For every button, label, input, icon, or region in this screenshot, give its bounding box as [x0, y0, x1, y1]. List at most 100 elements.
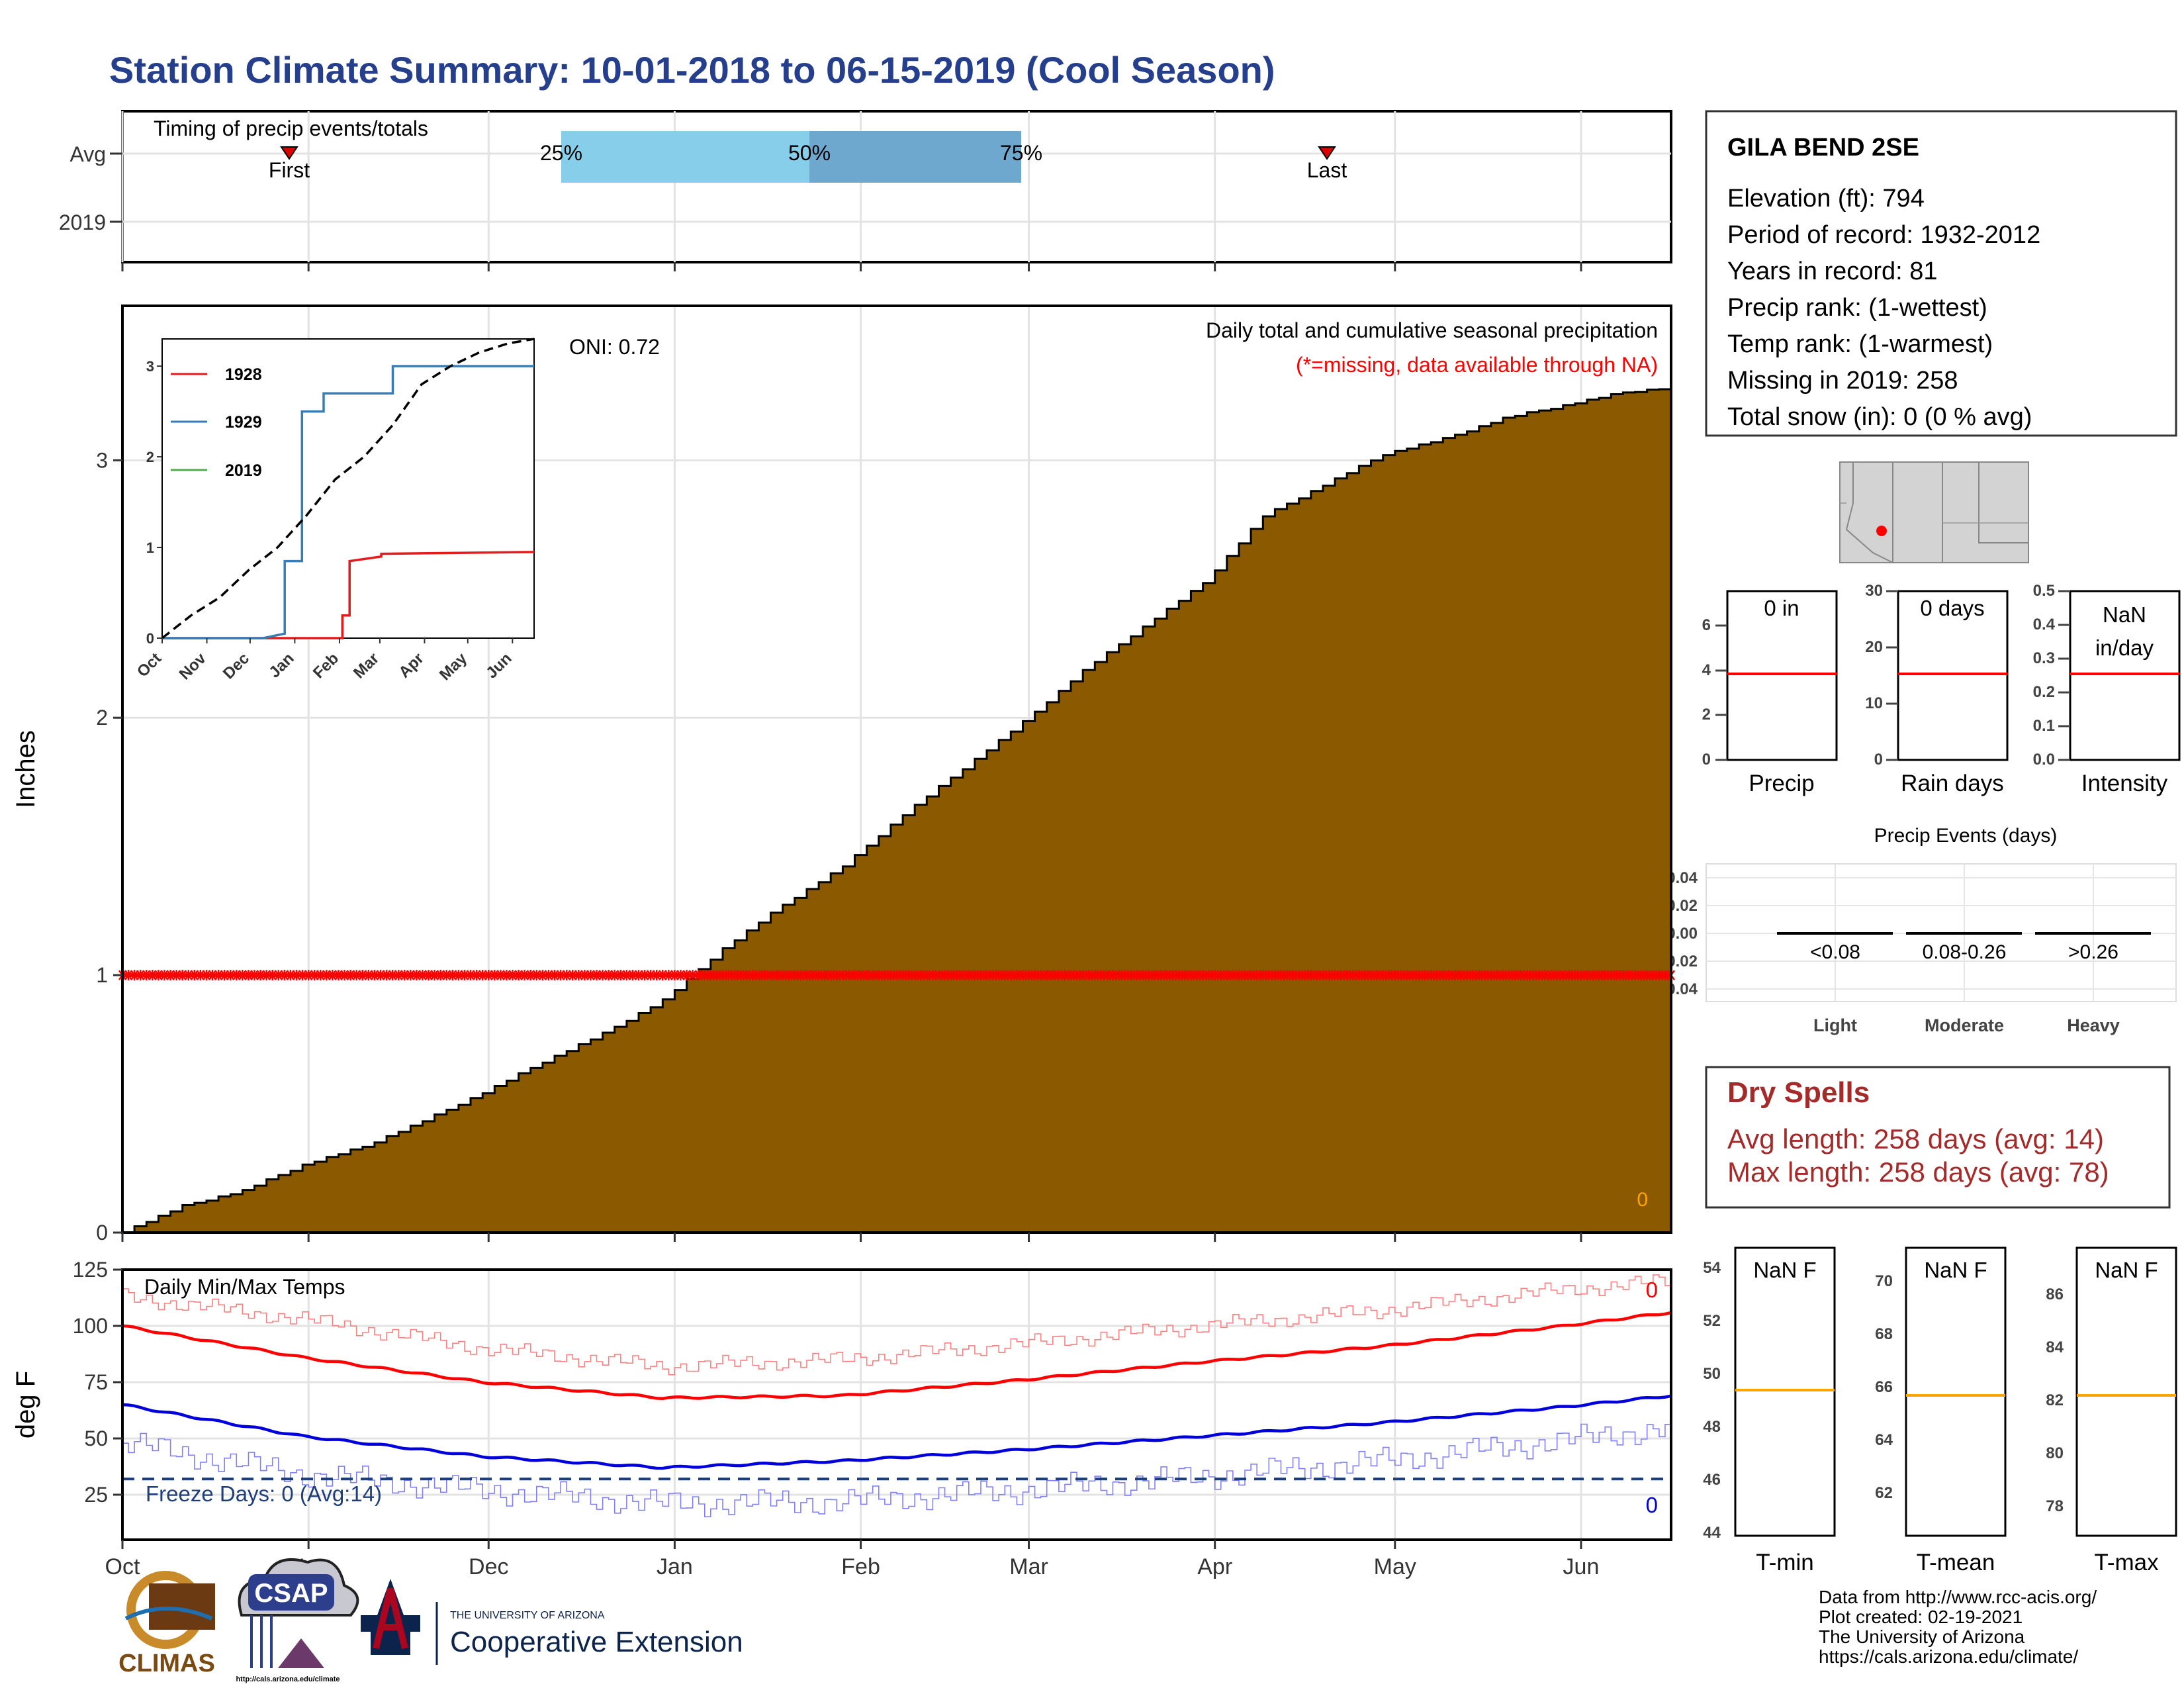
tmean-title: NaN F [1924, 1258, 1987, 1282]
svg-text:0.3: 0.3 [2033, 649, 2055, 667]
missing-marker [1631, 970, 1639, 981]
footer-info: Data from http://www.rcc-acis.org/ Plot … [1819, 1587, 2097, 1667]
tmax-xlabel: T-max [2094, 1550, 2159, 1575]
missing-marker [1433, 970, 1441, 981]
missing-marker [124, 970, 133, 981]
missing-marker [214, 970, 223, 981]
precip-events-chart: Precip Events (days) 0.040.020.00-0.02-0… [1661, 825, 2177, 1035]
footer-data-source: Data from http://www.rcc-acis.org/ [1819, 1587, 2097, 1607]
missing-marker [1457, 970, 1465, 981]
missing-marker [766, 970, 775, 981]
svg-text:6: 6 [1702, 616, 1711, 634]
timing-panel: Timing of precip events/totals Avg 2019 … [59, 110, 1672, 271]
missing-marker [1019, 970, 1027, 981]
event-range-heavy: >0.26 [2068, 941, 2118, 963]
first-marker-icon [280, 146, 298, 160]
missing-marker [1589, 970, 1598, 981]
missing-marker [1469, 970, 1477, 981]
missing-marker [712, 970, 721, 981]
svg-text:78: 78 [2046, 1497, 2064, 1515]
dry-spells-box: Dry Spells Avg length: 258 days (avg: 14… [1705, 1066, 2171, 1209]
missing-marker [1607, 970, 1615, 981]
missing-marker [970, 970, 979, 981]
missing-marker [1523, 970, 1531, 981]
missing-marker [592, 970, 601, 981]
tmin-avg-line [122, 1394, 1672, 1470]
inset-line-1929 [162, 365, 534, 639]
missing-marker [1565, 970, 1573, 981]
missing-marker [1480, 970, 1489, 981]
missing-marker [1601, 970, 1610, 981]
missing-marker [706, 970, 715, 981]
missing-marker [743, 970, 751, 981]
missing-marker [653, 970, 661, 981]
missing-marker [1193, 970, 1201, 981]
missing-marker [1187, 970, 1195, 981]
missing-marker [964, 970, 973, 981]
missing-marker [604, 970, 613, 981]
missing-marker [1529, 970, 1537, 981]
missing-marker [1247, 970, 1255, 981]
missing-marker [1210, 970, 1219, 981]
footer-plot-created: Plot created: 02-19-2021 [1819, 1607, 2023, 1627]
missing-marker [1390, 970, 1399, 981]
missing-marker [1073, 970, 1081, 981]
temp-panel: 25 50 75 100 125 deg F Daily Min/Max Temps F… [11, 1258, 1672, 1579]
missing-marker [1367, 970, 1375, 981]
missing-marker [809, 970, 817, 981]
missing-marker [892, 970, 901, 981]
missing-marker [256, 970, 265, 981]
svg-text:70: 70 [1875, 1272, 1893, 1290]
oni-value: ONI: 0.72 [569, 335, 660, 359]
missing-marker [244, 970, 253, 981]
timing-row-2019: 2019 [59, 211, 106, 234]
missing-marker [880, 970, 889, 981]
missing-marker [983, 970, 991, 981]
missing-marker [1115, 970, 1123, 981]
missing-marker [1505, 970, 1514, 981]
svg-text:44: 44 [1703, 1524, 1721, 1542]
svg-text:68: 68 [1875, 1325, 1893, 1343]
inset-ytick-label: 2 [146, 449, 154, 465]
missing-marker [1103, 970, 1111, 981]
missing-marker [1079, 970, 1087, 981]
q25-label: 25% [540, 141, 582, 165]
q75-label: 75% [1000, 141, 1042, 165]
missing-marker [436, 970, 445, 981]
missing-marker [1427, 970, 1435, 981]
missing-marker [1396, 970, 1405, 981]
mini-intensity-title-1: NaN [2103, 602, 2146, 627]
missing-marker [622, 970, 631, 981]
missing-marker [1619, 970, 1627, 981]
tmin-xlabel: T-min [1756, 1550, 1814, 1575]
tmax-avg-line [122, 1311, 1672, 1400]
missing-marker [976, 970, 985, 981]
legend-1929: 1929 [225, 413, 262, 432]
month-label-apr: Apr [1197, 1554, 1232, 1579]
svg-text:86: 86 [2046, 1286, 2064, 1303]
missing-marker [1132, 970, 1141, 981]
quartile-50-75-bar [809, 131, 1021, 183]
missing-marker [178, 970, 187, 981]
last-marker-icon [1318, 146, 1336, 160]
missing-marker [731, 970, 739, 981]
mini-raindays-xlabel: Rain days [1901, 771, 2004, 796]
svg-text:48: 48 [1703, 1418, 1721, 1436]
mini-intensity-xlabel: Intensity [2081, 771, 2168, 796]
missing-marker [1499, 970, 1508, 981]
missing-marker [262, 970, 271, 981]
footer-university: The University of Arizona [1819, 1626, 2025, 1647]
missing-marker [586, 970, 595, 981]
quartile-25-50-bar [561, 131, 809, 183]
missing-marker [827, 970, 835, 981]
station-temp-rank: Temp rank: (1-warmest) [1727, 330, 1993, 358]
missing-marker [220, 970, 229, 981]
missing-marker [718, 970, 727, 981]
station-info-box: GILA BEND 2SE Elevation (ft): 794 Period… [1705, 110, 2177, 437]
precip-ylabel: Inches [11, 730, 40, 808]
missing-marker [1583, 970, 1592, 981]
missing-marker [934, 970, 943, 981]
inset-line-1928 [162, 551, 535, 639]
missing-marker [784, 970, 793, 981]
missing-marker [136, 970, 145, 981]
